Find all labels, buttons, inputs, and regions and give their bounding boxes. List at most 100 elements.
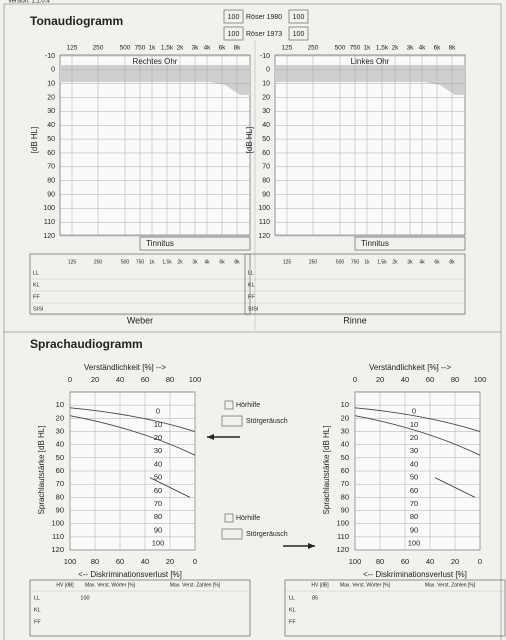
ear-title: Rechtes Ohr: [133, 57, 178, 66]
left-tick-label: 120: [336, 545, 349, 554]
result-table: [284, 579, 506, 637]
frequency-label: 1k: [149, 45, 157, 52]
db-label: 70: [262, 164, 270, 171]
option-label: Hörhilfe: [236, 515, 260, 522]
db-label: 120: [258, 233, 270, 240]
top-tick-label: 100: [474, 375, 487, 384]
db-label: 0: [266, 67, 270, 74]
frequency-label: 1,5k: [376, 45, 389, 52]
row-label: SISI: [33, 306, 44, 312]
top-tick-label: 100: [189, 375, 202, 384]
checkbox: [224, 513, 234, 523]
option-label: Störgeräusch: [246, 418, 288, 425]
left-tick-label: 80: [341, 492, 349, 501]
left-tick-label: 20: [341, 413, 349, 422]
option-label: Hörhilfe: [236, 402, 260, 409]
frequency-label: 8k: [234, 259, 240, 265]
frequency-label: 6k: [219, 259, 225, 265]
bottom-tick-label: 20: [451, 557, 459, 566]
reference-curve: [69, 415, 196, 456]
inner-tick-label: 80: [410, 512, 418, 521]
db-label: 60: [262, 150, 270, 157]
hv-value: 100: [80, 595, 89, 601]
roeser-value: 100: [228, 31, 240, 38]
frequency-label: 4k: [204, 45, 212, 52]
db-label: 20: [47, 94, 55, 101]
frequency-label: 4k: [419, 45, 427, 52]
tinnitus-label: Tinnitus: [361, 239, 389, 248]
inner-tick-label: 20: [154, 433, 162, 442]
left-tick-label: 90: [341, 506, 349, 515]
axis-label: Sprachlautstärke [dB HL]: [322, 426, 331, 515]
frequency-label: 6k: [219, 45, 227, 52]
bottom-tick-label: 0: [478, 557, 482, 566]
db-label: 30: [47, 108, 55, 115]
frequency-label: 250: [308, 45, 319, 52]
frequency-label: 2k: [392, 45, 400, 52]
frequency-label: 500: [121, 259, 130, 265]
left-tick-label: 10: [56, 400, 64, 409]
inner-tick-label: 100: [152, 538, 165, 547]
frequency-label: 250: [309, 259, 318, 265]
reference-curve: [69, 407, 196, 432]
inner-tick-label: 90: [410, 525, 418, 534]
version: Version: 1.1.0.4: [8, 0, 50, 5]
frequency-label: 500: [336, 259, 345, 265]
db-label: 40: [262, 122, 270, 129]
db-label: 0: [51, 67, 55, 74]
frequency-label: 1,5k: [161, 45, 174, 52]
db-label: 20: [262, 94, 270, 101]
checkbox: [221, 528, 243, 540]
inner-tick-label: 50: [154, 473, 162, 482]
frequency-label: 125: [282, 45, 293, 52]
bottom-tick-label: 60: [401, 557, 409, 566]
inner-tick-label: 60: [410, 486, 418, 495]
row-label: SISI: [248, 306, 259, 312]
left-tick-label: 90: [56, 506, 64, 515]
top-tick-label: 80: [166, 375, 174, 384]
frequency-label: 2k: [392, 259, 398, 265]
frequency-label: 125: [68, 259, 77, 265]
frequency-label: 6k: [434, 259, 440, 265]
frequency-label: 4k: [419, 259, 425, 265]
hand-drawn-line: [149, 477, 191, 498]
db-label: 110: [259, 219, 270, 226]
row-label: LL: [248, 270, 254, 276]
checkbox: [224, 400, 234, 410]
row-label: KL: [33, 282, 40, 288]
bottom-tick-label: 20: [166, 557, 174, 566]
inner-tick-label: 30: [410, 446, 418, 455]
test-name: Weber: [127, 315, 153, 325]
roeser-value: 100: [293, 14, 305, 21]
normal-range-shading: [275, 65, 465, 95]
frequency-label: 1k: [149, 259, 155, 265]
test-table: [244, 253, 466, 315]
frequency-label: 1,5k: [162, 259, 172, 265]
frequency-label: 8k: [234, 45, 242, 52]
db-label: 90: [262, 191, 270, 198]
db-label: -10: [45, 53, 55, 60]
inner-tick-label: 50: [410, 473, 418, 482]
checkbox: [221, 415, 243, 427]
hand-drawn-line: [434, 477, 476, 498]
db-label: 10: [47, 81, 55, 88]
left-tick-label: 50: [56, 453, 64, 462]
left-tick-label: 70: [341, 479, 349, 488]
left-tick-label: 100: [336, 519, 349, 528]
value-box: [223, 26, 244, 41]
top-tick-label: 40: [116, 375, 124, 384]
frequency-label: 8k: [449, 45, 457, 52]
left-tick-label: 120: [51, 545, 64, 554]
reference-curve: [354, 415, 481, 456]
db-label: 60: [47, 150, 55, 157]
row-label: LL: [33, 270, 39, 276]
table-header: Max. Verst. Zahlen [%]: [170, 582, 221, 588]
roeser-value: 100: [293, 31, 305, 38]
axis-label: [dB HL]: [245, 127, 254, 154]
left-tick-label: 70: [56, 479, 64, 488]
left-tick-label: 40: [341, 440, 349, 449]
row-label: FF: [33, 294, 40, 300]
inner-tick-label: 90: [154, 525, 162, 534]
left-tick-label: 30: [341, 426, 349, 435]
frequency-label: 8k: [449, 259, 455, 265]
